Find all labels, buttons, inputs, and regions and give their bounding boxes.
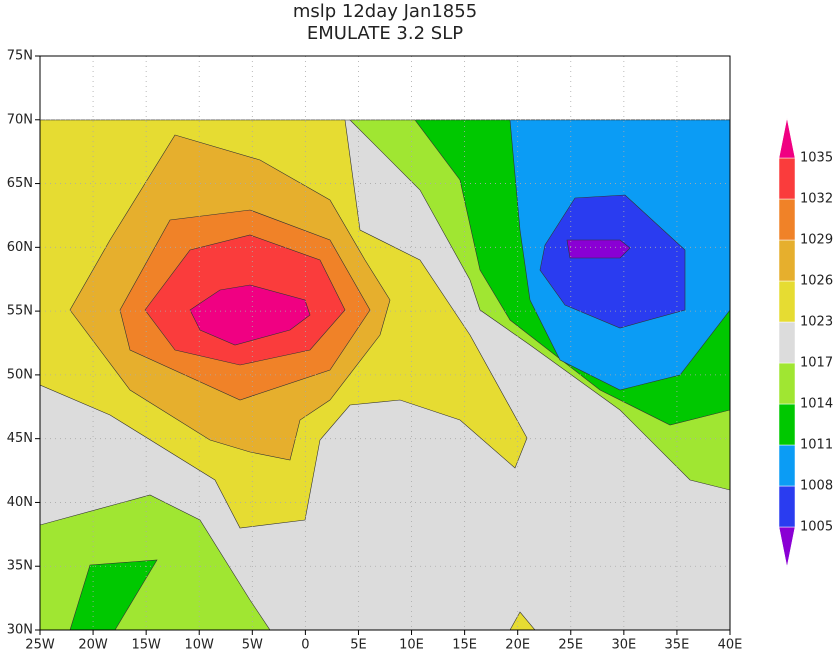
x-tick-label: 20E xyxy=(505,638,530,651)
colorbar-box xyxy=(778,321,796,364)
colorbar-label: 1029 xyxy=(800,233,833,248)
colorbar-label: 1035 xyxy=(800,151,833,166)
x-tick-label: 0 xyxy=(301,638,309,651)
contour-region xyxy=(509,611,536,630)
colorbar-box xyxy=(778,362,796,405)
x-tick-label: 40E xyxy=(718,638,743,651)
x-tick-label: 15W xyxy=(131,638,161,651)
x-tick-label: 25W xyxy=(25,638,55,651)
colorbar-label: 1011 xyxy=(800,438,833,453)
plot-frame xyxy=(39,55,731,631)
y-tick-label: 65N xyxy=(7,176,33,191)
x-tick-label: 10E xyxy=(399,638,424,651)
chart-title: mslp 12day Jan1855 xyxy=(293,1,477,22)
colorbar-box xyxy=(778,444,796,487)
y-tick-label: 50N xyxy=(7,367,33,382)
x-tick-label: 25E xyxy=(558,638,583,651)
colorbar-box xyxy=(778,280,796,323)
colorbar-label: 1017 xyxy=(800,356,833,371)
x-tick-label: 20W xyxy=(78,638,108,651)
colorbar-box xyxy=(778,157,796,200)
contour-region xyxy=(69,559,158,630)
y-tick-label: 60N xyxy=(7,240,33,255)
colorbar-box xyxy=(778,526,796,568)
colorbar-box xyxy=(778,198,796,241)
contour-region xyxy=(539,194,686,329)
contour-layer xyxy=(40,119,730,630)
y-tick-label: 45N xyxy=(7,431,33,446)
y-tick-label: 75N xyxy=(7,49,33,64)
x-tick-label: 30E xyxy=(611,638,636,651)
colorbar-label: 1008 xyxy=(800,479,833,494)
colorbar-label: 1005 xyxy=(800,520,833,535)
y-tick-label: 70N xyxy=(7,112,33,127)
colorbar-box xyxy=(778,239,796,282)
colorbar-box xyxy=(778,485,796,528)
y-tick-label: 55N xyxy=(7,304,33,319)
y-tick-label: 40N xyxy=(7,495,33,510)
y-tick-label: 30N xyxy=(7,623,33,638)
contour-region xyxy=(189,284,311,346)
colorbar-box xyxy=(778,117,796,159)
y-tick-label: 35N xyxy=(7,559,33,574)
chart-subtitle: EMULATE 3.2 SLP xyxy=(307,23,463,44)
colorbar-label: 1026 xyxy=(800,274,833,289)
colorbar-label: 1032 xyxy=(800,192,833,207)
colorbar-label: 1014 xyxy=(800,397,833,412)
x-tick-label: 5W xyxy=(242,638,263,651)
colorbar-label: 1023 xyxy=(800,315,833,330)
x-tick-label: 15E xyxy=(452,638,477,651)
colorbar-box xyxy=(778,403,796,446)
x-tick-label: 10W xyxy=(185,638,215,651)
x-tick-label: 5E xyxy=(350,638,367,651)
x-tick-label: 35E xyxy=(665,638,690,651)
axes: 25W 20W 15W 10W 5W 0 5E 10E 15E 20E 25E 30E 35E 40E 30… xyxy=(7,49,833,651)
contour-region xyxy=(566,239,631,259)
